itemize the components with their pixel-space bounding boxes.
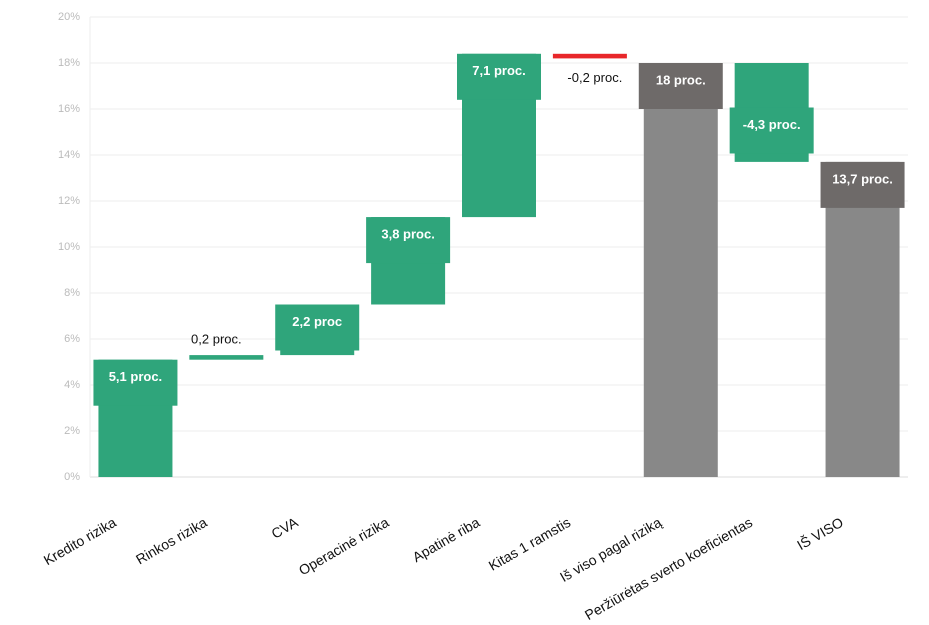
y-tick-label: 16%	[58, 103, 80, 115]
bar	[189, 355, 264, 360]
y-tick-label: 0%	[64, 471, 80, 483]
value-label-box	[275, 304, 360, 351]
value-label-box	[729, 107, 814, 154]
y-tick-label: 10%	[58, 241, 80, 253]
value-label: 2,2 proc	[292, 314, 342, 329]
y-tick-label: 2%	[64, 425, 80, 437]
bar	[643, 63, 718, 477]
value-label-box	[457, 53, 541, 100]
y-tick-label: 4%	[64, 379, 80, 391]
value-label: -4,3 proc.	[743, 117, 801, 132]
value-label-box	[638, 63, 723, 109]
y-tick-label: 8%	[64, 287, 80, 299]
x-tick-label: Kitas 1 ramstis	[486, 514, 574, 574]
y-tick-label: 6%	[64, 333, 80, 345]
y-tick-label: 18%	[58, 57, 80, 69]
bar	[825, 161, 900, 477]
x-tick-label: Apatinė riba	[410, 514, 483, 565]
x-tick-label: IŠ VISO	[794, 514, 846, 553]
value-label: 13,7 proc.	[832, 171, 893, 186]
value-label: 7,1 proc.	[472, 63, 525, 78]
bar	[552, 53, 627, 59]
value-label: -0,2 proc.	[567, 70, 622, 85]
value-label: 0,2 proc.	[191, 332, 242, 347]
value-label-box	[366, 217, 451, 264]
x-tick-label: Rinkos rizika	[133, 514, 210, 568]
x-tick-label: Operacinė rizika	[296, 514, 392, 579]
value-label: 3,8 proc.	[381, 227, 434, 242]
x-tick-label: Kredito rizika	[41, 514, 119, 568]
y-tick-label: 12%	[58, 195, 80, 207]
x-tick-label: CVA	[269, 514, 302, 542]
x-tick-label: Peržiūrėtas sverto koeficientas	[582, 514, 755, 623]
value-label: 18 proc.	[656, 72, 706, 87]
y-tick-label: 20%	[58, 11, 80, 23]
y-tick-label: 14%	[58, 149, 80, 161]
value-label-box	[820, 161, 905, 208]
value-label-box	[93, 359, 178, 406]
value-label: 5,1 proc.	[109, 369, 162, 384]
